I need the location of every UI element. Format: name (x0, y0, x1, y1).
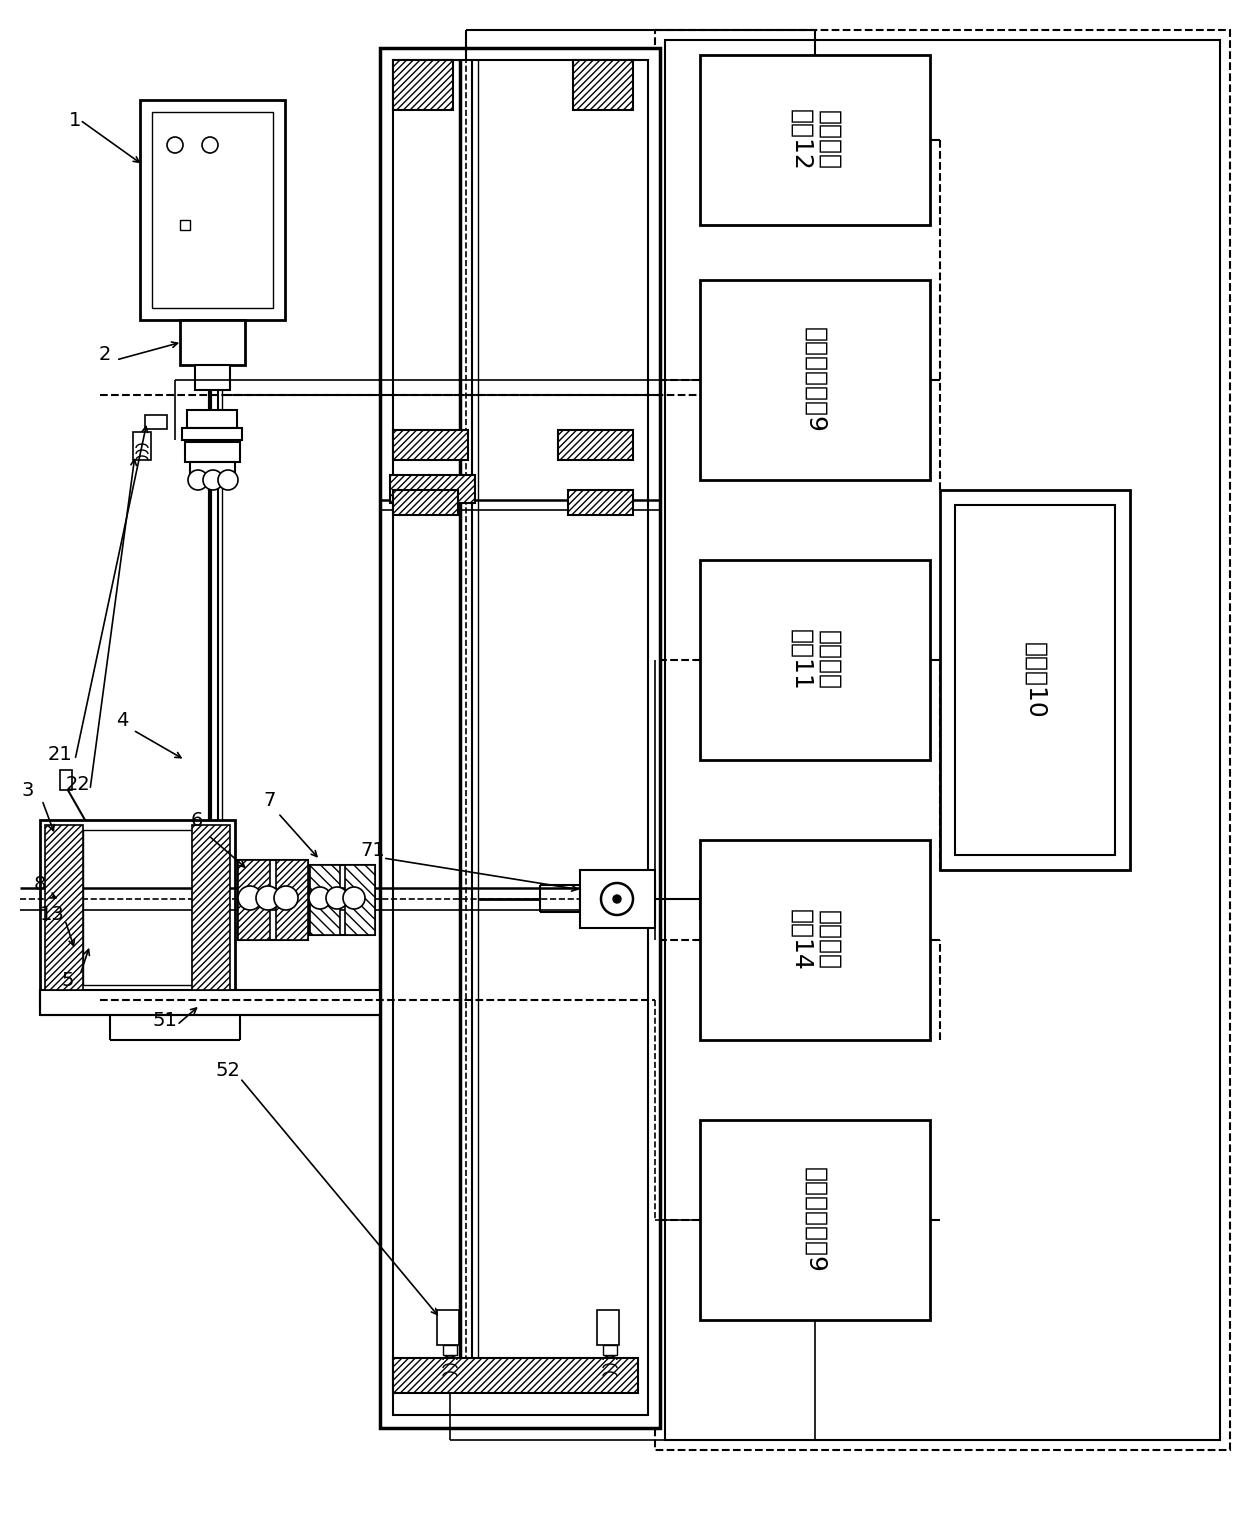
Bar (140, 100, 285, 320)
Bar (133, 432, 151, 460)
Bar (573, 59, 632, 110)
Bar (195, 365, 229, 390)
Text: 51: 51 (153, 1011, 177, 1029)
Circle shape (203, 470, 223, 490)
Bar (153, 113, 273, 307)
Bar (40, 820, 236, 995)
Bar (393, 1358, 639, 1393)
Bar (701, 560, 930, 759)
Text: 1: 1 (68, 111, 81, 129)
Bar (310, 864, 340, 935)
Bar (603, 1345, 618, 1355)
Bar (391, 475, 475, 502)
Text: 6: 6 (191, 811, 203, 829)
Bar (310, 864, 374, 935)
Circle shape (202, 137, 218, 154)
Bar (701, 1120, 930, 1320)
Bar (238, 860, 270, 941)
Bar (568, 490, 632, 514)
Text: 电机控制
模块12: 电机控制 模块12 (789, 110, 841, 170)
Text: 71: 71 (361, 840, 386, 860)
Text: 计算机10: 计算机10 (1023, 642, 1047, 718)
Text: 22: 22 (66, 776, 91, 794)
Circle shape (274, 886, 298, 910)
Bar (665, 40, 1220, 1440)
Bar (182, 428, 242, 440)
Bar (180, 320, 246, 365)
Text: 速度采集模块9: 速度采集模块9 (804, 1167, 827, 1272)
Circle shape (238, 886, 262, 910)
Text: 5: 5 (62, 971, 74, 989)
Bar (277, 860, 308, 941)
Circle shape (613, 895, 621, 903)
Bar (393, 431, 467, 460)
Bar (190, 463, 236, 473)
Circle shape (218, 470, 238, 490)
Bar (443, 1345, 458, 1355)
Bar (955, 505, 1115, 855)
Text: 21: 21 (47, 746, 72, 764)
Bar (940, 490, 1130, 871)
Bar (596, 1310, 619, 1345)
Bar (393, 59, 649, 1415)
Text: 应变采集
模块14: 应变采集 模块14 (789, 909, 841, 971)
Bar (580, 871, 655, 928)
Text: 7: 7 (264, 790, 277, 810)
Text: 4: 4 (115, 711, 128, 729)
Bar (185, 441, 241, 463)
Circle shape (255, 886, 280, 910)
Bar (83, 829, 192, 985)
Circle shape (343, 887, 365, 909)
Bar (379, 49, 660, 1428)
Bar (701, 840, 930, 1040)
Bar (192, 825, 229, 989)
Bar (436, 1310, 459, 1345)
Bar (145, 416, 167, 429)
Bar (187, 409, 237, 428)
Text: 载荷采集
模块11: 载荷采集 模块11 (789, 629, 841, 691)
Bar (701, 280, 930, 479)
Circle shape (326, 887, 348, 909)
Circle shape (188, 470, 208, 490)
Bar (655, 30, 1230, 1450)
Bar (345, 864, 374, 935)
Bar (701, 55, 930, 225)
Text: 13: 13 (40, 906, 64, 924)
Circle shape (167, 137, 184, 154)
Bar (60, 770, 72, 790)
Bar (238, 860, 308, 941)
Text: 速度采集模块9: 速度采集模块9 (804, 327, 827, 432)
Bar (558, 431, 632, 460)
Circle shape (309, 887, 331, 909)
Text: 3: 3 (22, 781, 35, 799)
Text: 8: 8 (33, 875, 46, 895)
Bar (180, 221, 190, 230)
Bar (393, 59, 453, 110)
Bar (45, 825, 83, 989)
Text: 2: 2 (99, 345, 112, 364)
Text: 52: 52 (216, 1061, 241, 1079)
Bar (393, 490, 458, 514)
Bar (40, 989, 379, 1015)
Circle shape (601, 883, 632, 915)
